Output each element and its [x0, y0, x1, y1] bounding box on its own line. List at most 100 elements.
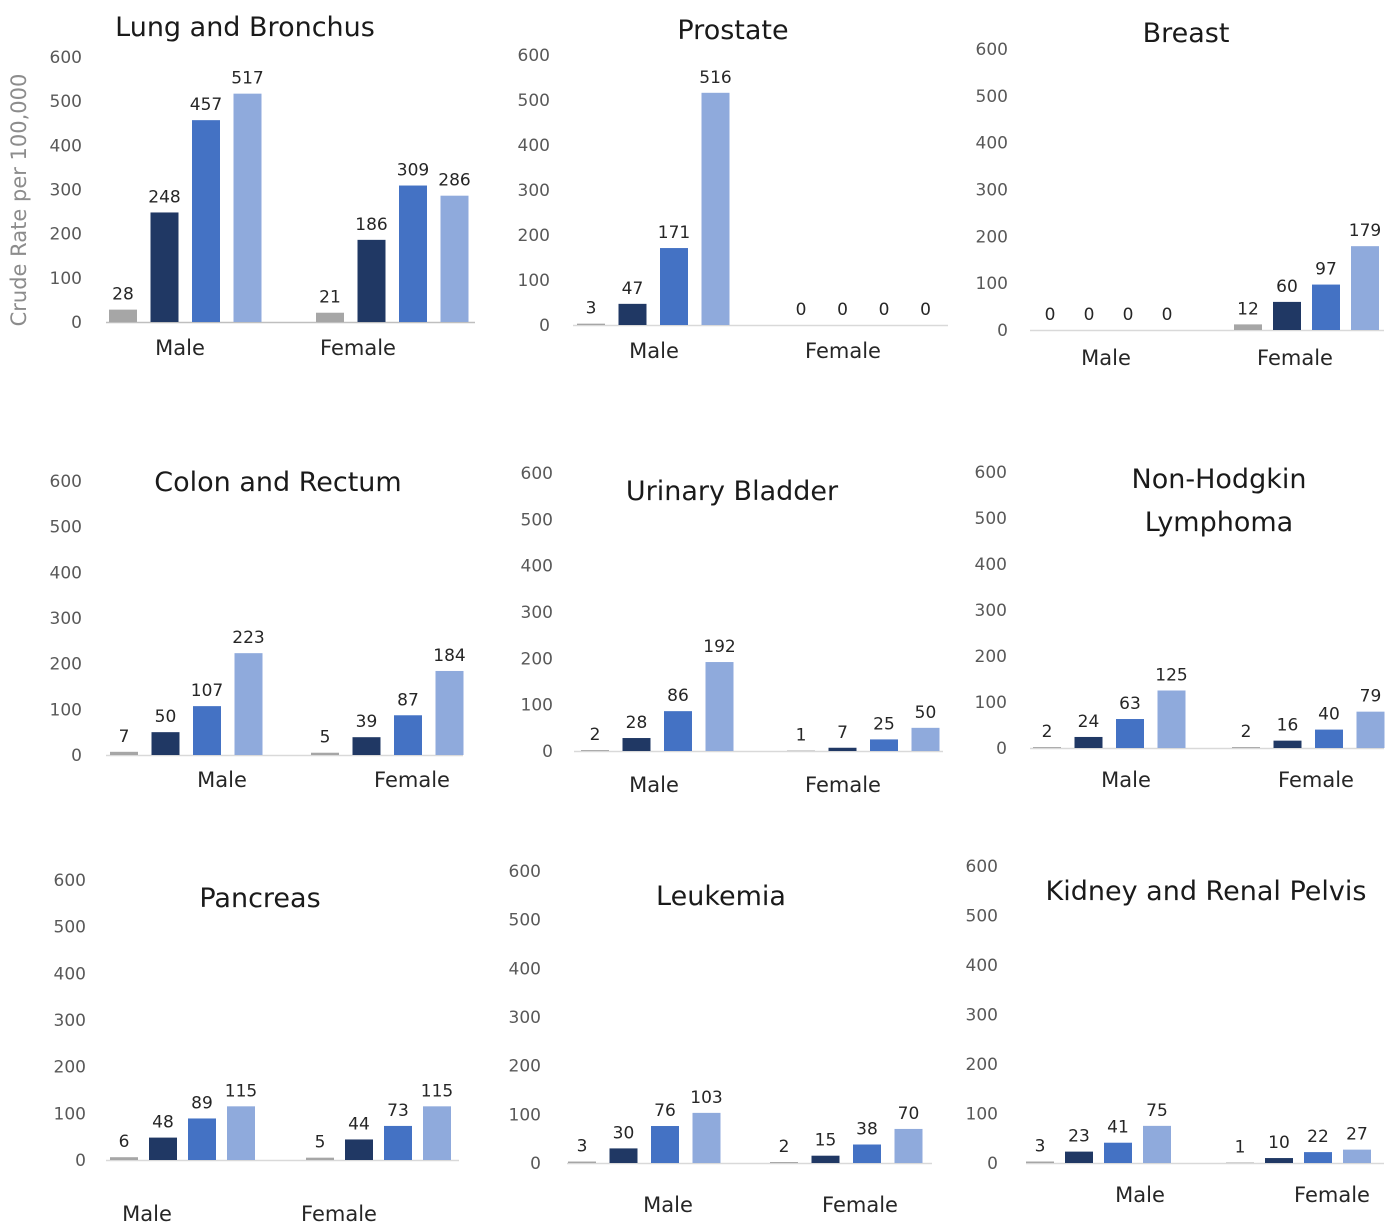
bar [1343, 1149, 1371, 1163]
bar [811, 1155, 840, 1163]
x-category-label: Male [1101, 768, 1151, 792]
bar [1356, 711, 1385, 748]
x-category-label: Female [301, 1202, 377, 1224]
bar [1143, 1125, 1171, 1163]
y-tick-label: 300 [54, 1011, 86, 1031]
data-label: 76 [654, 1101, 676, 1121]
data-label: 27 [1346, 1125, 1368, 1145]
data-label: 115 [225, 1081, 257, 1101]
y-tick-label: 200 [521, 649, 553, 669]
y-tick-label: 200 [976, 227, 1008, 247]
bar [870, 739, 898, 751]
data-label: 7 [837, 723, 848, 743]
bar [188, 1118, 216, 1160]
y-tick-label: 500 [50, 518, 82, 538]
data-label: 25 [873, 714, 895, 734]
data-label: 28 [626, 713, 648, 733]
bar [894, 1128, 923, 1163]
data-label: 457 [190, 95, 222, 115]
data-label: 47 [622, 279, 644, 299]
chart-title: Kidney and Renal Pelvis [1046, 876, 1367, 907]
bar [357, 239, 386, 322]
y-tick-label: 500 [521, 510, 553, 530]
y-tick-label: 200 [50, 225, 82, 245]
bar [577, 323, 605, 325]
y-tick-label: 100 [521, 696, 553, 716]
bar [770, 1162, 798, 1163]
bar [151, 732, 180, 755]
bar [435, 670, 464, 755]
data-label: 48 [152, 1113, 174, 1133]
bar [1312, 284, 1340, 330]
data-label: 75 [1146, 1101, 1168, 1121]
data-label: 50 [155, 707, 177, 727]
y-tick-label: 600 [50, 472, 82, 492]
y-tick-label: 200 [966, 1055, 998, 1075]
x-category-label: Female [805, 339, 881, 363]
x-category-label: Male [1081, 346, 1131, 370]
x-category-label: Male [122, 1202, 172, 1224]
y-tick-label: 500 [54, 918, 86, 938]
y-tick-label: 500 [518, 91, 550, 111]
x-category-label: Female [320, 336, 396, 360]
y-tick-label: 500 [966, 907, 998, 927]
bar [149, 1137, 177, 1160]
bar [705, 662, 734, 751]
data-label: 39 [356, 712, 378, 732]
bar [692, 1112, 721, 1163]
data-label: 73 [387, 1101, 409, 1121]
bar [660, 248, 688, 325]
x-category-label: Male [155, 336, 205, 360]
y-tick-label: 200 [509, 1057, 541, 1077]
chart-title: Non-Hodgkin [1132, 464, 1307, 495]
bar [701, 92, 730, 325]
data-label: 16 [1277, 716, 1299, 736]
data-label: 6 [119, 1132, 130, 1152]
y-tick-label: 100 [976, 274, 1008, 294]
y-tick-label: 0 [71, 313, 82, 333]
bar [828, 747, 857, 751]
data-label: 10 [1268, 1133, 1290, 1153]
bar [853, 1144, 881, 1163]
x-category-label: Female [1257, 346, 1333, 370]
data-label: 86 [667, 686, 689, 706]
data-label: 0 [796, 300, 807, 320]
bar [227, 1106, 255, 1160]
data-label: 3 [1035, 1137, 1046, 1157]
data-label: 97 [1315, 260, 1337, 280]
data-label: 0 [1162, 305, 1173, 325]
bar [609, 1148, 638, 1163]
y-tick-label: 300 [975, 601, 1007, 621]
data-label: 70 [898, 1104, 920, 1124]
bar [664, 711, 692, 751]
data-label: 516 [699, 68, 731, 88]
y-tick-label: 100 [50, 269, 82, 289]
data-label: 63 [1119, 694, 1141, 714]
y-tick-label: 0 [75, 1151, 86, 1171]
x-category-label: Female [805, 773, 881, 797]
data-label: 12 [1237, 299, 1259, 319]
bar [352, 737, 381, 755]
bar [1265, 1158, 1293, 1163]
y-tick-label: 100 [518, 271, 550, 291]
bar [622, 738, 651, 751]
chart-title: Breast [1143, 18, 1230, 49]
y-tick-label: 500 [50, 92, 82, 112]
y-tick-label: 500 [976, 87, 1008, 107]
y-tick-label: 300 [50, 609, 82, 629]
data-label: 7 [119, 727, 130, 747]
y-tick-label: 600 [509, 862, 541, 882]
bar [1157, 690, 1186, 748]
y-tick-label: 600 [518, 46, 550, 66]
bar [110, 1157, 138, 1160]
x-category-label: Female [822, 1193, 898, 1217]
data-label: 309 [397, 161, 429, 181]
data-label: 30 [613, 1123, 635, 1143]
x-category-label: Male [1115, 1183, 1165, 1207]
y-tick-label: 400 [975, 555, 1007, 575]
chart-title: Leukemia [656, 881, 786, 912]
y-tick-label: 400 [521, 557, 553, 577]
data-label: 171 [658, 223, 690, 243]
chart-title: Colon and Rectum [154, 467, 401, 498]
data-label: 286 [438, 171, 470, 191]
